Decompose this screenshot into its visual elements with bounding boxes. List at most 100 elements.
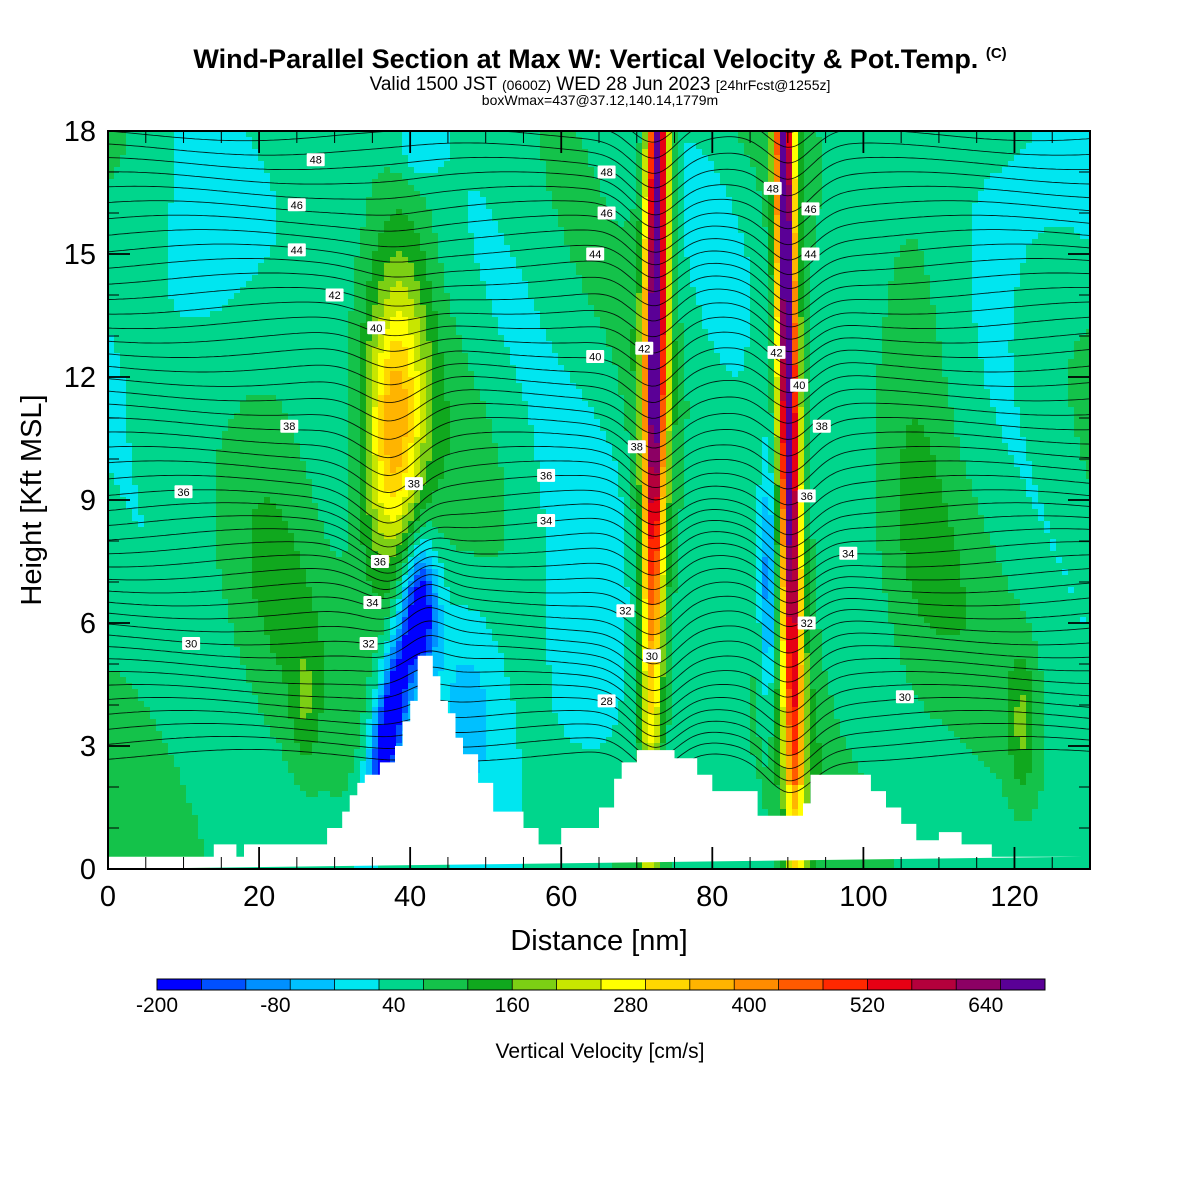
velocity-cell — [138, 251, 145, 258]
velocity-cell — [708, 203, 715, 210]
velocity-cell — [426, 239, 433, 246]
velocity-cell — [252, 275, 259, 282]
velocity-cell — [372, 263, 379, 270]
velocity-cell — [840, 161, 847, 168]
velocity-cell — [906, 167, 913, 174]
velocity-cell — [912, 143, 919, 150]
velocity-cell — [1050, 191, 1057, 198]
velocity-cell — [252, 233, 259, 240]
velocity-cell — [246, 197, 253, 204]
velocity-cell — [984, 137, 991, 144]
velocity-cell — [228, 197, 235, 204]
velocity-cell — [972, 275, 979, 282]
velocity-cell — [552, 179, 559, 186]
velocity-cell — [714, 293, 721, 300]
velocity-cell — [828, 239, 835, 246]
velocity-cell — [354, 155, 361, 162]
velocity-cell — [492, 221, 499, 228]
velocity-cell — [762, 221, 769, 228]
velocity-cell — [234, 299, 241, 306]
velocity-cell — [978, 197, 985, 204]
velocity-cell — [1074, 215, 1081, 222]
velocity-cell — [366, 263, 373, 270]
velocity-cell — [528, 245, 535, 252]
velocity-cell — [894, 137, 901, 144]
velocity-cell — [1062, 143, 1069, 150]
velocity-cell — [768, 197, 775, 204]
velocity-cell — [420, 299, 427, 306]
velocity-cell — [396, 281, 403, 288]
velocity-cell — [822, 269, 829, 276]
velocity-cell — [318, 293, 325, 300]
velocity-cell — [486, 275, 493, 282]
velocity-cell — [984, 185, 991, 192]
velocity-cell — [294, 173, 301, 180]
velocity-cell — [264, 173, 271, 180]
velocity-cell — [672, 245, 679, 252]
velocity-cell — [366, 215, 373, 222]
velocity-cell — [966, 239, 973, 246]
velocity-cell — [936, 299, 943, 306]
velocity-cell — [1002, 179, 1009, 186]
velocity-cell — [462, 293, 469, 300]
velocity-cell — [624, 161, 631, 168]
velocity-cell — [714, 215, 721, 222]
velocity-cell — [342, 137, 349, 144]
velocity-cell — [204, 263, 211, 270]
velocity-cell — [672, 233, 679, 240]
velocity-cell — [732, 245, 739, 252]
velocity-cell — [894, 203, 901, 210]
velocity-cell — [462, 275, 469, 282]
velocity-cell — [1062, 305, 1069, 312]
velocity-cell — [714, 269, 721, 276]
velocity-cell — [240, 173, 247, 180]
velocity-cell — [1020, 245, 1027, 252]
velocity-cell — [330, 137, 337, 144]
velocity-cell — [240, 161, 247, 168]
velocity-cell — [348, 197, 355, 204]
velocity-cell — [708, 179, 715, 186]
velocity-cell — [834, 221, 841, 228]
velocity-cell — [804, 221, 811, 228]
velocity-cell — [336, 245, 343, 252]
velocity-cell — [1032, 245, 1039, 252]
velocity-cell — [630, 179, 637, 186]
velocity-cell — [750, 197, 757, 204]
velocity-cell — [912, 239, 919, 246]
velocity-cell — [462, 209, 469, 216]
velocity-cell — [618, 215, 625, 222]
velocity-cell — [234, 269, 241, 276]
velocity-cell — [846, 233, 853, 240]
velocity-cell — [906, 143, 913, 150]
velocity-cell — [210, 281, 217, 288]
velocity-cell — [630, 299, 637, 306]
velocity-cell — [1008, 179, 1015, 186]
velocity-cell — [510, 221, 517, 228]
velocity-cell — [282, 311, 289, 318]
velocity-cell — [270, 269, 277, 276]
velocity-cell — [894, 239, 901, 246]
velocity-cell — [588, 155, 595, 162]
velocity-cell — [870, 293, 877, 300]
velocity-cell — [810, 143, 817, 150]
velocity-cell — [318, 137, 325, 144]
velocity-cell — [966, 281, 973, 288]
velocity-cell — [450, 257, 457, 264]
velocity-cell — [462, 167, 469, 174]
velocity-cell — [552, 191, 559, 198]
velocity-cell — [276, 185, 283, 192]
velocity-cell — [534, 209, 541, 216]
velocity-cell — [732, 269, 739, 276]
velocity-cell — [990, 221, 997, 228]
velocity-cell — [930, 173, 937, 180]
velocity-cell — [510, 281, 517, 288]
velocity-cell — [258, 167, 265, 174]
velocity-cell — [504, 155, 511, 162]
velocity-cell — [1008, 299, 1015, 306]
velocity-cell — [420, 215, 427, 222]
velocity-cell — [870, 221, 877, 228]
velocity-cell — [438, 155, 445, 162]
velocity-cell — [864, 281, 871, 288]
velocity-cell — [246, 143, 253, 150]
velocity-cell — [870, 149, 877, 156]
